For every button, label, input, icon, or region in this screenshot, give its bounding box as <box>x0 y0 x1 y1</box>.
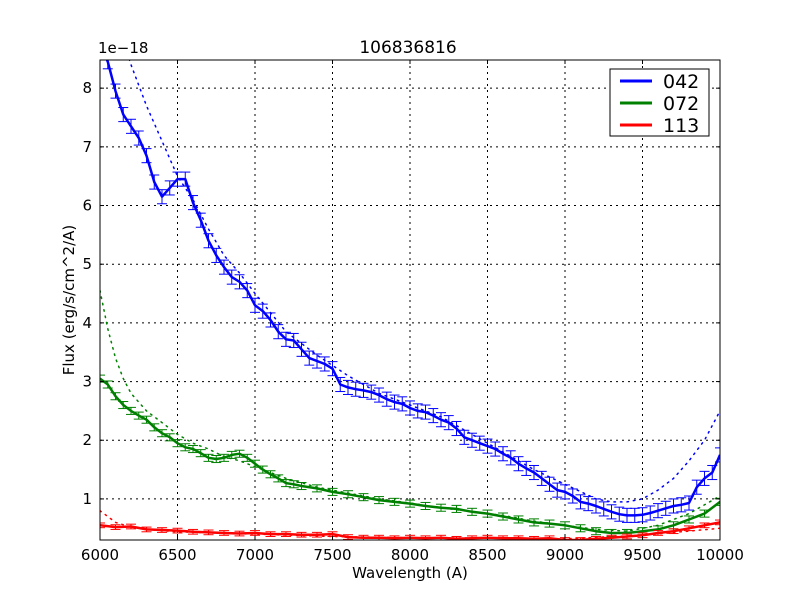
y-offset-label: 1e−18 <box>98 39 148 57</box>
series-072 <box>100 289 720 537</box>
legend-label-042: 042 <box>663 71 699 93</box>
y-tick-label: 3 <box>82 373 92 391</box>
y-tick-label: 1 <box>82 490 92 508</box>
x-tick-label: 6000 <box>81 546 119 564</box>
model-line <box>128 60 720 503</box>
series-042 <box>102 60 720 523</box>
x-tick-label: 8000 <box>391 546 429 564</box>
data-line <box>105 60 720 517</box>
legend-label-072: 072 <box>663 93 699 115</box>
x-tick-label: 8500 <box>468 546 506 564</box>
y-tick-label: 4 <box>82 314 92 332</box>
legend-label-113: 113 <box>663 115 699 137</box>
y-tick-label: 2 <box>82 431 92 449</box>
y-tick-label: 8 <box>82 79 92 97</box>
x-tick-label: 10000 <box>696 546 744 564</box>
plot-area <box>100 60 720 540</box>
x-tick-label: 7500 <box>313 546 351 564</box>
x-tick-label: 9000 <box>546 546 584 564</box>
x-tick-label: 7000 <box>236 546 274 564</box>
y-axis-ticks: 1 2 3 4 5 6 7 8 <box>82 79 720 508</box>
y-tick-label: 6 <box>82 197 92 215</box>
y-tick-label: 7 <box>82 138 92 156</box>
x-axis-label: Wavelength (A) <box>352 564 468 582</box>
y-tick-label: 5 <box>82 255 92 273</box>
x-axis-ticks: 6000 6500 7000 7500 8000 8500 9000 9500 10000 <box>81 60 744 564</box>
chart-title: 106836816 <box>359 38 456 58</box>
x-tick-label: 6500 <box>158 546 196 564</box>
x-tick-label: 9500 <box>623 546 661 564</box>
y-axis-label: Flux (erg/s/cm^2/A) <box>60 225 78 376</box>
data-line <box>100 377 720 535</box>
